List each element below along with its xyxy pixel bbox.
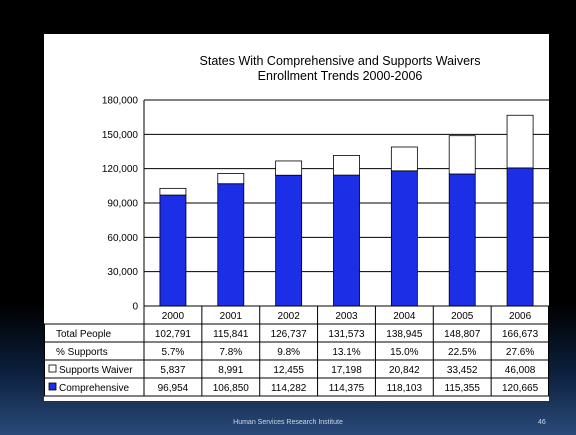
table-row-label: Comprehensive: [59, 383, 129, 394]
table-cell: 46,008: [505, 365, 536, 376]
table-cell: 166,673: [502, 329, 539, 340]
page-number: 46: [538, 419, 546, 426]
table-cell: 27.6%: [506, 347, 534, 358]
bar-supports-waiver: [506, 114, 534, 169]
table-row-label: Total People: [56, 329, 111, 340]
table-cell: 15.0%: [390, 347, 418, 358]
table-row-label: % Supports: [56, 347, 108, 358]
y-tick-label: 180,000: [102, 96, 139, 107]
bar-comprehensive: [506, 167, 534, 307]
table-cell: 115,355: [445, 383, 481, 394]
x-category-label: 2001: [220, 311, 243, 322]
table-cell: 106,850: [213, 383, 250, 394]
y-tick-label: 150,000: [102, 130, 139, 141]
bar-comprehensive: [333, 174, 360, 307]
bar-supports-waiver: [333, 155, 360, 176]
table-cell: 20,842: [389, 365, 420, 376]
chart-title-line: Enrollment Trends 2000-2006: [258, 69, 423, 83]
y-tick-label: 120,000: [102, 164, 139, 175]
chart-svg: States With Comprehensive and Supports W…: [44, 54, 549, 397]
table-cell: 114,375: [329, 383, 365, 394]
y-tick-label: 90,000: [107, 199, 138, 210]
x-category-label: 2003: [335, 311, 358, 322]
table-cell: 148,807: [444, 329, 481, 340]
y-tick-label: 60,000: [107, 233, 138, 244]
bar-supports-waiver: [275, 160, 303, 176]
chart-title-line: States With Comprehensive and Supports W…: [200, 54, 481, 68]
footer-text: Human Services Research Institute: [233, 419, 343, 426]
bar-supports-waiver: [159, 187, 187, 196]
table-cell: 96,954: [158, 383, 189, 394]
chart-panel: States With Comprehensive and Supports W…: [44, 34, 549, 401]
legend-swatch: [48, 364, 57, 373]
y-tick-label: 30,000: [107, 267, 138, 278]
y-tick-label: 0: [132, 302, 138, 313]
table-cell: 5.7%: [162, 347, 185, 358]
table-cell: 114,282: [271, 383, 307, 394]
x-category-label: 2000: [162, 311, 185, 322]
table-cell: 9.8%: [277, 347, 300, 358]
bar-comprehensive: [217, 183, 245, 307]
table-cell: 8,991: [218, 365, 243, 376]
bar-supports-waiver: [217, 173, 245, 185]
x-category-label: 2005: [451, 311, 474, 322]
bar-comprehensive: [159, 194, 187, 307]
table-cell: 13.1%: [332, 347, 360, 358]
table-cell: 138,945: [386, 329, 423, 340]
x-category-label: 2004: [393, 311, 416, 322]
table-cell: 12,455: [273, 365, 304, 376]
table-cell: 126,737: [271, 329, 308, 340]
table-cell: 7.8%: [219, 347, 242, 358]
table-cell: 120,665: [502, 383, 539, 394]
table-row-label: Supports Waiver: [59, 365, 133, 376]
table-cell: 5,837: [160, 365, 185, 376]
bar-supports-waiver: [390, 146, 418, 172]
bar-comprehensive: [275, 174, 303, 307]
table-cell: 115,841: [213, 329, 249, 340]
bar-comprehensive: [448, 173, 476, 307]
table-cell: 17,198: [331, 365, 362, 376]
x-category-label: 2002: [278, 311, 301, 322]
x-category-label: 2006: [509, 311, 532, 322]
bar-comprehensive: [390, 170, 418, 307]
table-cell: 22.5%: [448, 347, 476, 358]
table-cell: 33,452: [447, 365, 478, 376]
table-cell: 118,103: [387, 383, 423, 394]
bar-supports-waiver: [448, 135, 476, 175]
table-cell: 102,791: [155, 329, 192, 340]
table-cell: 131,573: [328, 329, 365, 340]
legend-swatch: [48, 382, 57, 391]
